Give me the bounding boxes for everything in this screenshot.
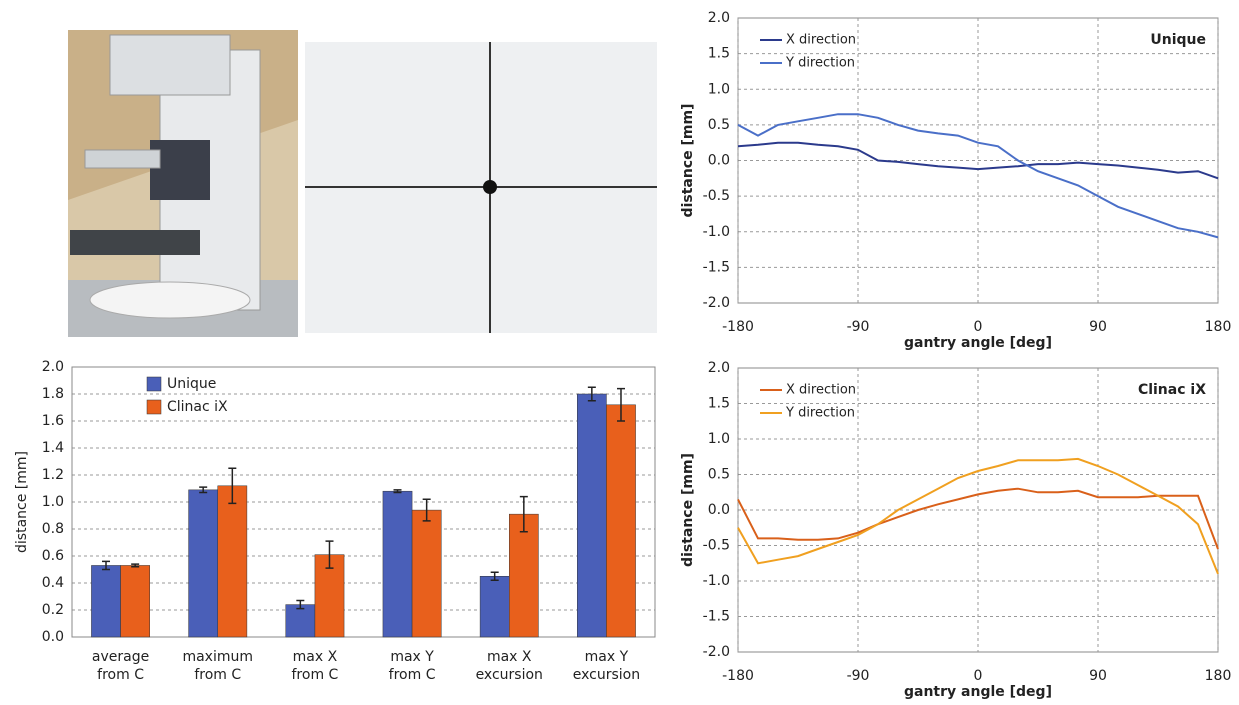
x-tick-label: 0 [974, 319, 983, 335]
bar [382, 490, 413, 638]
x-tick-label: 0 [974, 668, 983, 684]
y-tick-label: -1.0 [703, 224, 730, 240]
x-tick-label: from C [194, 667, 241, 683]
y-tick-label: -0.5 [703, 188, 730, 204]
error-bar [587, 386, 596, 402]
y-tick-label: 1.8 [42, 386, 64, 402]
error-bar [393, 489, 402, 494]
error-bar [131, 563, 140, 568]
legend-label: X direction [786, 33, 856, 48]
legend-label: Y direction [785, 56, 855, 71]
machine-photo [68, 30, 298, 337]
bar [411, 509, 442, 638]
y-tick-label: 0.5 [708, 467, 730, 483]
y-tick-label: 0.0 [708, 502, 730, 518]
plot-frame [71, 366, 656, 638]
y-tick-label: 2.0 [42, 359, 64, 375]
legend-label: Clinac iX [167, 399, 228, 415]
y-tick-label: -1.5 [703, 609, 730, 625]
x-tick-label: 180 [1205, 668, 1232, 684]
line-series [737, 141, 1219, 180]
y-tick-label: -0.5 [703, 538, 730, 554]
y-tick-label: 1.5 [708, 46, 730, 62]
bar [91, 565, 121, 638]
x-tick-label: max Y [390, 649, 434, 665]
x-tick-label: -180 [722, 319, 754, 335]
x-tick-label: -90 [847, 668, 870, 684]
x-tick-label: max X [487, 649, 532, 665]
x-tick-label: average [92, 649, 149, 665]
x-tick-label: -180 [722, 668, 754, 684]
x-tick-label: -90 [847, 319, 870, 335]
legend-label: Y direction [785, 406, 855, 421]
x-tick-label: from C [97, 667, 144, 683]
y-tick-label: 0.4 [42, 575, 64, 591]
y-tick-label: -1.5 [703, 259, 730, 275]
y-tick-label: 1.5 [708, 396, 730, 412]
y-tick-label: 1.4 [42, 440, 64, 456]
bar [285, 604, 316, 638]
y-tick-label: -2.0 [703, 295, 730, 311]
error-bar [325, 540, 334, 569]
y-axis-label: distance [mm] [680, 453, 696, 567]
bar [509, 513, 539, 638]
bar [120, 565, 150, 638]
bar [217, 485, 248, 638]
y-tick-label: 1.0 [42, 494, 64, 510]
y-tick-label: 2.0 [708, 10, 730, 26]
error-bar [228, 467, 237, 505]
x-tick-label: 180 [1205, 319, 1232, 335]
film-image [305, 42, 657, 333]
y-axis-label: distance [mm] [680, 104, 696, 218]
y-tick-label: 2.0 [708, 360, 730, 376]
x-tick-label: from C [389, 667, 436, 683]
y-tick-label: 0.2 [42, 602, 64, 618]
x-tick-label: max X [293, 649, 338, 665]
x-tick-label: max Y [585, 649, 629, 665]
y-tick-label: 1.6 [42, 413, 64, 429]
y-tick-label: -1.0 [703, 573, 730, 589]
bar [188, 489, 219, 638]
y-tick-label: 1.0 [708, 431, 730, 447]
error-bar [490, 571, 499, 582]
x-tick-label: from C [292, 667, 339, 683]
x-tick-label: excursion [573, 667, 640, 683]
error-bar [296, 599, 305, 610]
legend-label: X direction [786, 383, 856, 398]
x-tick-label: maximum [182, 649, 253, 665]
x-tick-label: 90 [1089, 319, 1107, 335]
line-series [737, 457, 1219, 575]
y-tick-label: -2.0 [703, 644, 730, 660]
bar [577, 393, 607, 638]
x-axis-label: gantry angle [deg] [904, 335, 1052, 351]
y-tick-label: 0.0 [708, 153, 730, 169]
bar [606, 404, 636, 638]
y-tick-label: 0.5 [708, 117, 730, 133]
y-tick-label: 1.0 [708, 81, 730, 97]
error-bar [616, 387, 625, 422]
x-axis-label: gantry angle [deg] [904, 684, 1052, 700]
line-series [737, 487, 1219, 550]
y-axis-label: distance [mm] [14, 451, 30, 553]
annotation: Clinac iX [1138, 382, 1206, 398]
annotation: Unique [1150, 32, 1206, 48]
x-tick-label: excursion [476, 667, 543, 683]
bar [479, 576, 510, 638]
line-series [737, 113, 1219, 239]
error-bar [102, 560, 111, 571]
y-tick-label: 0.6 [42, 548, 64, 564]
y-tick-label: 0.8 [42, 521, 64, 537]
legend-label: Unique [167, 376, 216, 392]
error-bar [422, 498, 431, 522]
x-tick-label: 90 [1089, 668, 1107, 684]
y-tick-label: 0.0 [42, 629, 64, 645]
legend-swatch [146, 399, 162, 415]
error-bar [199, 486, 208, 494]
y-tick-label: 1.2 [42, 467, 64, 483]
legend-swatch [146, 376, 162, 392]
error-bar [519, 495, 528, 533]
